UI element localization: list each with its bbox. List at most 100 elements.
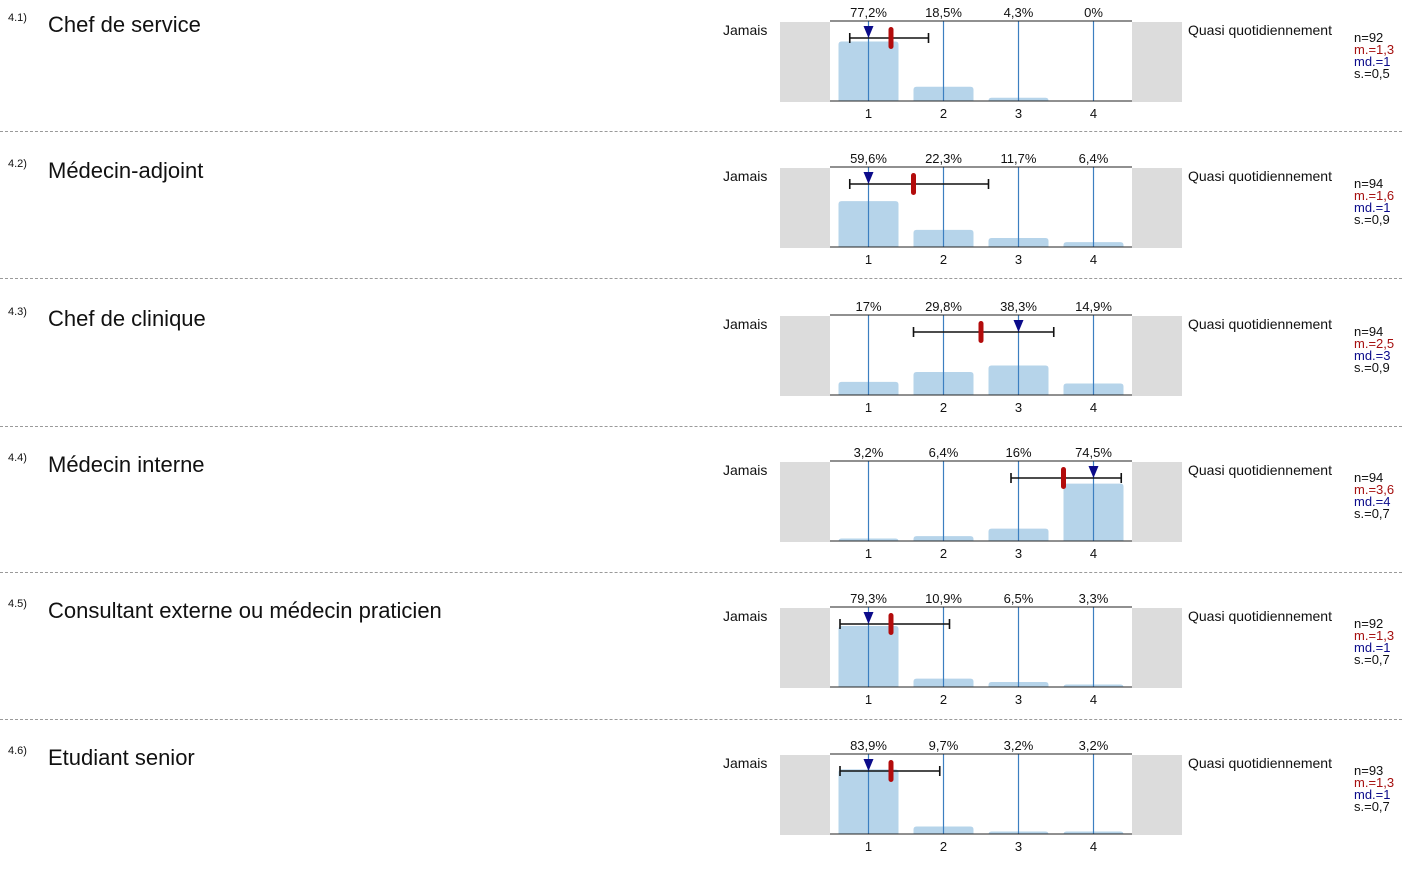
stats-block: n=93 m.=1,3 md.=1 s.=0,7	[1354, 763, 1394, 813]
question-row: 4.1) Chef de service Jamais Quasi quotid…	[0, 0, 1402, 146]
distribution-chart: 77,2% 18,5% 4,3% 0% 1 2 3 4	[780, 5, 1182, 121]
value-label: 3,2%	[854, 445, 884, 460]
value-label: 22,3%	[925, 151, 962, 166]
distribution-chart: 83,9% 9,7% 3,2% 3,2% 1 2 3 4	[780, 738, 1182, 854]
mean-marker	[888, 613, 894, 635]
value-label: 0%	[1084, 5, 1103, 20]
tick-label: 4	[1090, 400, 1097, 415]
tick-label: 4	[1090, 106, 1097, 121]
stat-median: md.=1	[1354, 54, 1391, 69]
tick-label: 3	[1015, 106, 1022, 121]
question-number: 4.6)	[8, 745, 27, 757]
scale-left-label: Jamais	[723, 462, 768, 478]
median-marker	[863, 612, 874, 624]
scale-right-label: Quasi quotidiennement	[1188, 755, 1332, 771]
stat-median: md.=1	[1354, 640, 1391, 655]
tick-label: 3	[1015, 400, 1022, 415]
value-label: 79,3%	[850, 591, 887, 606]
question-row: 4.6) Etudiant senior Jamais Quasi quotid…	[0, 733, 1402, 879]
value-label: 6,5%	[1004, 591, 1034, 606]
question-number: 4.3)	[8, 306, 27, 318]
scale-left-box	[780, 608, 830, 688]
scale-left-label: Jamais	[723, 608, 768, 624]
median-marker	[1088, 466, 1099, 478]
scale-left-label: Jamais	[723, 755, 768, 771]
stat-sd: s.=0,9	[1354, 360, 1390, 375]
tick-label: 4	[1090, 546, 1097, 561]
row-separator	[0, 426, 1402, 427]
scale-right-box	[1132, 22, 1182, 102]
stat-mean: m.=1,3	[1354, 628, 1395, 643]
stat-sd: s.=0,7	[1354, 506, 1390, 521]
value-label: 59,6%	[850, 151, 887, 166]
stat-sd: s.=0,9	[1354, 212, 1390, 227]
scale-right-label: Quasi quotidiennement	[1188, 608, 1332, 624]
stat-n: n=94	[1354, 470, 1384, 485]
distribution-chart: 59,6% 22,3% 11,7% 6,4% 1 2 3 4	[780, 151, 1182, 267]
median-marker	[863, 172, 874, 184]
scale-left-label: Jamais	[723, 22, 768, 38]
tick-label: 4	[1090, 839, 1097, 854]
scale-right-box	[1132, 168, 1182, 248]
stat-mean: m.=1,3	[1354, 42, 1395, 57]
tick-label: 1	[865, 400, 872, 415]
row-separator	[0, 131, 1402, 132]
stat-mean: m.=2,5	[1354, 336, 1395, 351]
tick-label: 2	[940, 546, 947, 561]
scale-left-box	[780, 755, 830, 835]
tick-label: 3	[1015, 546, 1022, 561]
distribution-chart: 17% 29,8% 38,3% 14,9% 1 2 3 4	[780, 299, 1182, 415]
stat-n: n=92	[1354, 616, 1384, 631]
median-marker	[863, 759, 874, 771]
scale-right-box	[1132, 316, 1182, 396]
tick-label: 3	[1015, 252, 1022, 267]
distribution-chart: 79,3% 10,9% 6,5% 3,3% 1 2 3 4	[780, 591, 1182, 707]
stats-block: n=94 m.=3,6 md.=4 s.=0,7	[1354, 470, 1394, 521]
mean-marker	[911, 173, 916, 195]
question-number: 4.1)	[8, 12, 27, 24]
value-label: 38,3%	[1000, 299, 1037, 314]
mean-marker	[978, 321, 984, 343]
question-title: Etudiant senior	[48, 745, 195, 770]
scale-right-label: Quasi quotidiennement	[1188, 22, 1332, 38]
stat-median: md.=3	[1354, 348, 1391, 363]
tick-label: 4	[1090, 692, 1097, 707]
mean-marker	[888, 760, 894, 782]
stat-median: md.=4	[1354, 494, 1391, 509]
value-label: 3,2%	[1004, 738, 1034, 753]
stat-sd: s.=0,5	[1354, 66, 1390, 81]
value-label: 18,5%	[925, 5, 962, 20]
stat-n: n=94	[1354, 176, 1384, 191]
value-label: 10,9%	[925, 591, 962, 606]
value-label: 74,5%	[1075, 445, 1112, 460]
stats-block: n=94 m.=1,6 md.=1 s.=0,9	[1354, 176, 1394, 227]
value-label: 6,4%	[1079, 151, 1109, 166]
scale-left-box	[780, 462, 830, 542]
question-title: Consultant externe ou médecin praticien	[48, 598, 442, 623]
value-label: 17%	[855, 299, 881, 314]
question-row: 4.2) Médecin-adjoint Jamais Quasi quotid…	[0, 146, 1402, 292]
mean-marker	[1061, 467, 1066, 489]
value-label: 11,7%	[1001, 151, 1037, 166]
value-label: 77,2%	[850, 5, 887, 20]
question-title: Médecin-adjoint	[48, 158, 204, 183]
stat-n: n=94	[1354, 324, 1384, 339]
question-number: 4.2)	[8, 158, 27, 170]
stat-sd: s.=0,7	[1354, 652, 1390, 667]
tick-label: 3	[1015, 839, 1022, 854]
stat-median: md.=1	[1354, 200, 1391, 215]
survey-results-page: { "scale": { "left_label": "Jamais", "ri…	[0, 0, 1402, 854]
scale-right-label: Quasi quotidiennement	[1188, 168, 1332, 184]
question-row: 4.5) Consultant externe ou médecin prati…	[0, 586, 1402, 732]
value-label: 16%	[1005, 445, 1031, 460]
question-row: 4.4) Médecin interne Jamais Quasi quotid…	[0, 440, 1402, 586]
scale-right-box	[1132, 755, 1182, 835]
value-label: 4,3%	[1004, 5, 1034, 20]
stat-n: n=93	[1354, 763, 1384, 778]
value-label: 29,8%	[925, 299, 962, 314]
tick-label: 1	[865, 839, 872, 854]
tick-label: 1	[865, 546, 872, 561]
stat-n: n=92	[1354, 30, 1384, 45]
tick-label: 3	[1015, 692, 1022, 707]
median-marker	[1013, 320, 1024, 332]
